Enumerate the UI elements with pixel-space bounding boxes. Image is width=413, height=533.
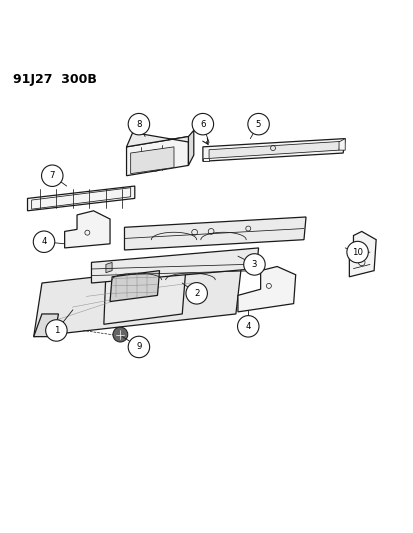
Text: 9: 9 bbox=[136, 343, 141, 351]
Text: 6: 6 bbox=[199, 119, 205, 128]
Text: 5: 5 bbox=[255, 119, 261, 128]
Polygon shape bbox=[126, 132, 192, 147]
Polygon shape bbox=[91, 248, 258, 283]
Circle shape bbox=[128, 336, 149, 358]
Text: 4: 4 bbox=[245, 322, 250, 331]
Polygon shape bbox=[110, 271, 159, 302]
Circle shape bbox=[243, 254, 265, 275]
Circle shape bbox=[185, 282, 207, 304]
Polygon shape bbox=[209, 141, 339, 158]
Polygon shape bbox=[27, 186, 135, 211]
Text: 8: 8 bbox=[136, 119, 141, 128]
Polygon shape bbox=[33, 314, 58, 337]
Polygon shape bbox=[124, 217, 305, 250]
Polygon shape bbox=[33, 260, 242, 337]
Polygon shape bbox=[126, 136, 188, 176]
Polygon shape bbox=[104, 262, 186, 324]
Polygon shape bbox=[106, 262, 112, 273]
Text: 1: 1 bbox=[54, 326, 59, 335]
Circle shape bbox=[128, 114, 149, 135]
Circle shape bbox=[113, 327, 128, 342]
Circle shape bbox=[45, 320, 67, 341]
Circle shape bbox=[346, 241, 368, 263]
Polygon shape bbox=[131, 147, 173, 174]
Polygon shape bbox=[202, 139, 344, 161]
Circle shape bbox=[237, 316, 259, 337]
Polygon shape bbox=[349, 231, 375, 277]
Text: 7: 7 bbox=[50, 171, 55, 180]
Text: 91J27  300B: 91J27 300B bbox=[13, 72, 97, 86]
Polygon shape bbox=[237, 266, 295, 312]
Text: 10: 10 bbox=[351, 247, 362, 256]
Circle shape bbox=[41, 165, 63, 187]
Polygon shape bbox=[31, 188, 131, 209]
Polygon shape bbox=[338, 139, 344, 150]
Polygon shape bbox=[202, 158, 209, 161]
Circle shape bbox=[33, 231, 55, 253]
Circle shape bbox=[247, 114, 268, 135]
Polygon shape bbox=[188, 131, 193, 165]
Circle shape bbox=[192, 114, 213, 135]
Text: 3: 3 bbox=[251, 260, 256, 269]
Text: 4: 4 bbox=[41, 237, 47, 246]
Text: 2: 2 bbox=[193, 289, 199, 298]
Polygon shape bbox=[64, 211, 110, 248]
